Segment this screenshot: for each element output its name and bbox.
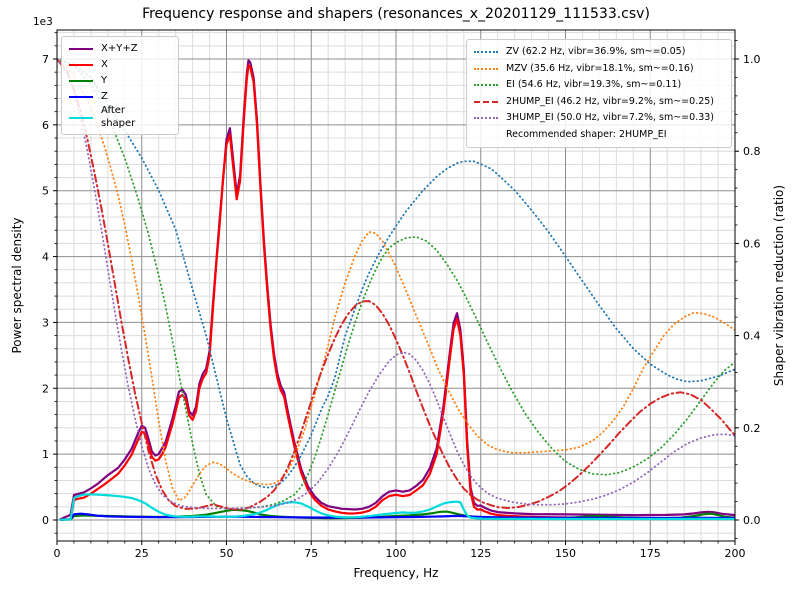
legend-swatch-z — [69, 96, 93, 98]
svg-text:0.6: 0.6 — [743, 237, 761, 250]
legend-label-xyz: X+Y+Z — [101, 42, 138, 54]
legend-label-y: Y — [101, 74, 108, 86]
legend-swatch-ei — [474, 84, 498, 87]
svg-text:0.2: 0.2 — [743, 422, 761, 435]
legend-swatch-y — [69, 80, 93, 82]
legend-item-after-shaper: After shaper — [69, 105, 171, 130]
x-axis-label: Frequency, Hz — [353, 566, 439, 580]
legend-item-mzv: MZV (35.6 Hz, vibr=18.1%, sm~=0.16) — [474, 61, 724, 78]
legend-swatch-zv — [474, 51, 498, 54]
legend-item-z: Z — [69, 89, 171, 105]
svg-text:0: 0 — [42, 514, 49, 527]
legend-item-xyz: X+Y+Z — [69, 41, 171, 57]
legend-swatch-mzv — [474, 67, 498, 70]
svg-text:75: 75 — [304, 547, 318, 560]
chart-title: Frequency response and shapers (resonanc… — [142, 6, 650, 22]
svg-text:2: 2 — [42, 382, 49, 395]
svg-text:0.0: 0.0 — [743, 514, 761, 527]
legend-label-after-shaper: After shaper — [101, 105, 136, 129]
legend-swatch-xyz — [69, 48, 93, 50]
legend-item-x: X — [69, 57, 171, 73]
svg-text:0.4: 0.4 — [743, 330, 761, 343]
svg-text:4: 4 — [42, 251, 49, 264]
svg-text:7: 7 — [42, 53, 49, 66]
legend-label-mzv: MZV (35.6 Hz, vibr=18.1%, sm~=0.16) — [506, 62, 694, 74]
legend-label-z: Z — [101, 90, 108, 102]
legend-item-2hump-ei: 2HUMP_EI (46.2 Hz, vibr=9.2%, sm~=0.25) — [474, 94, 724, 111]
svg-text:125: 125 — [470, 547, 491, 560]
svg-text:200: 200 — [725, 547, 746, 560]
svg-text:0.8: 0.8 — [743, 145, 761, 158]
y-axis-offset-label: 1e3 — [33, 16, 53, 28]
legend-label-ei: EI (54.6 Hz, vibr=19.3%, sm~=0.11) — [506, 79, 682, 91]
legend-item-zv: ZV (62.2 Hz, vibr=36.9%, sm~=0.05) — [474, 44, 724, 61]
psd-legend: X+Y+Z X Y Z After shaper — [61, 36, 179, 135]
svg-text:25: 25 — [135, 547, 149, 560]
legend-label-3hump-ei: 3HUMP_EI (50.0 Hz, vibr=7.2%, sm~=0.33) — [506, 112, 715, 124]
shaper-legend: ZV (62.2 Hz, vibr=36.9%, sm~=0.05) MZV (… — [466, 39, 732, 148]
legend-item-ei: EI (54.6 Hz, vibr=19.3%, sm~=0.11) — [474, 77, 724, 94]
svg-text:6: 6 — [42, 119, 49, 132]
legend-label-zv: ZV (62.2 Hz, vibr=36.9%, sm~=0.05) — [506, 46, 686, 58]
legend-swatch-3hump-ei — [474, 117, 498, 120]
y-right-axis-label: Shaper vibration reduction (ratio) — [772, 184, 786, 387]
legend-swatch-x — [69, 64, 93, 66]
svg-text:175: 175 — [640, 547, 661, 560]
recommended-shaper-note: Recommended shaper: 2HUMP_EI — [506, 129, 667, 141]
svg-text:150: 150 — [555, 547, 576, 560]
legend-item-y: Y — [69, 73, 171, 89]
svg-text:3: 3 — [42, 316, 49, 329]
legend-label-x: X — [101, 58, 108, 70]
svg-text:0: 0 — [54, 547, 61, 560]
svg-text:50: 50 — [220, 547, 234, 560]
svg-text:1.0: 1.0 — [743, 53, 761, 66]
legend-label-2hump-ei: 2HUMP_EI (46.2 Hz, vibr=9.2%, sm~=0.25) — [506, 95, 715, 107]
svg-text:1: 1 — [42, 448, 49, 461]
y-left-axis-label: Power spectral density — [10, 217, 24, 354]
legend-swatch-2hump-ei — [474, 100, 498, 103]
svg-text:100: 100 — [386, 547, 407, 560]
legend-item-3hump-ei: 3HUMP_EI (50.0 Hz, vibr=7.2%, sm~=0.33) — [474, 110, 724, 127]
legend-swatch-after-shaper — [69, 116, 93, 119]
svg-text:5: 5 — [42, 185, 49, 198]
